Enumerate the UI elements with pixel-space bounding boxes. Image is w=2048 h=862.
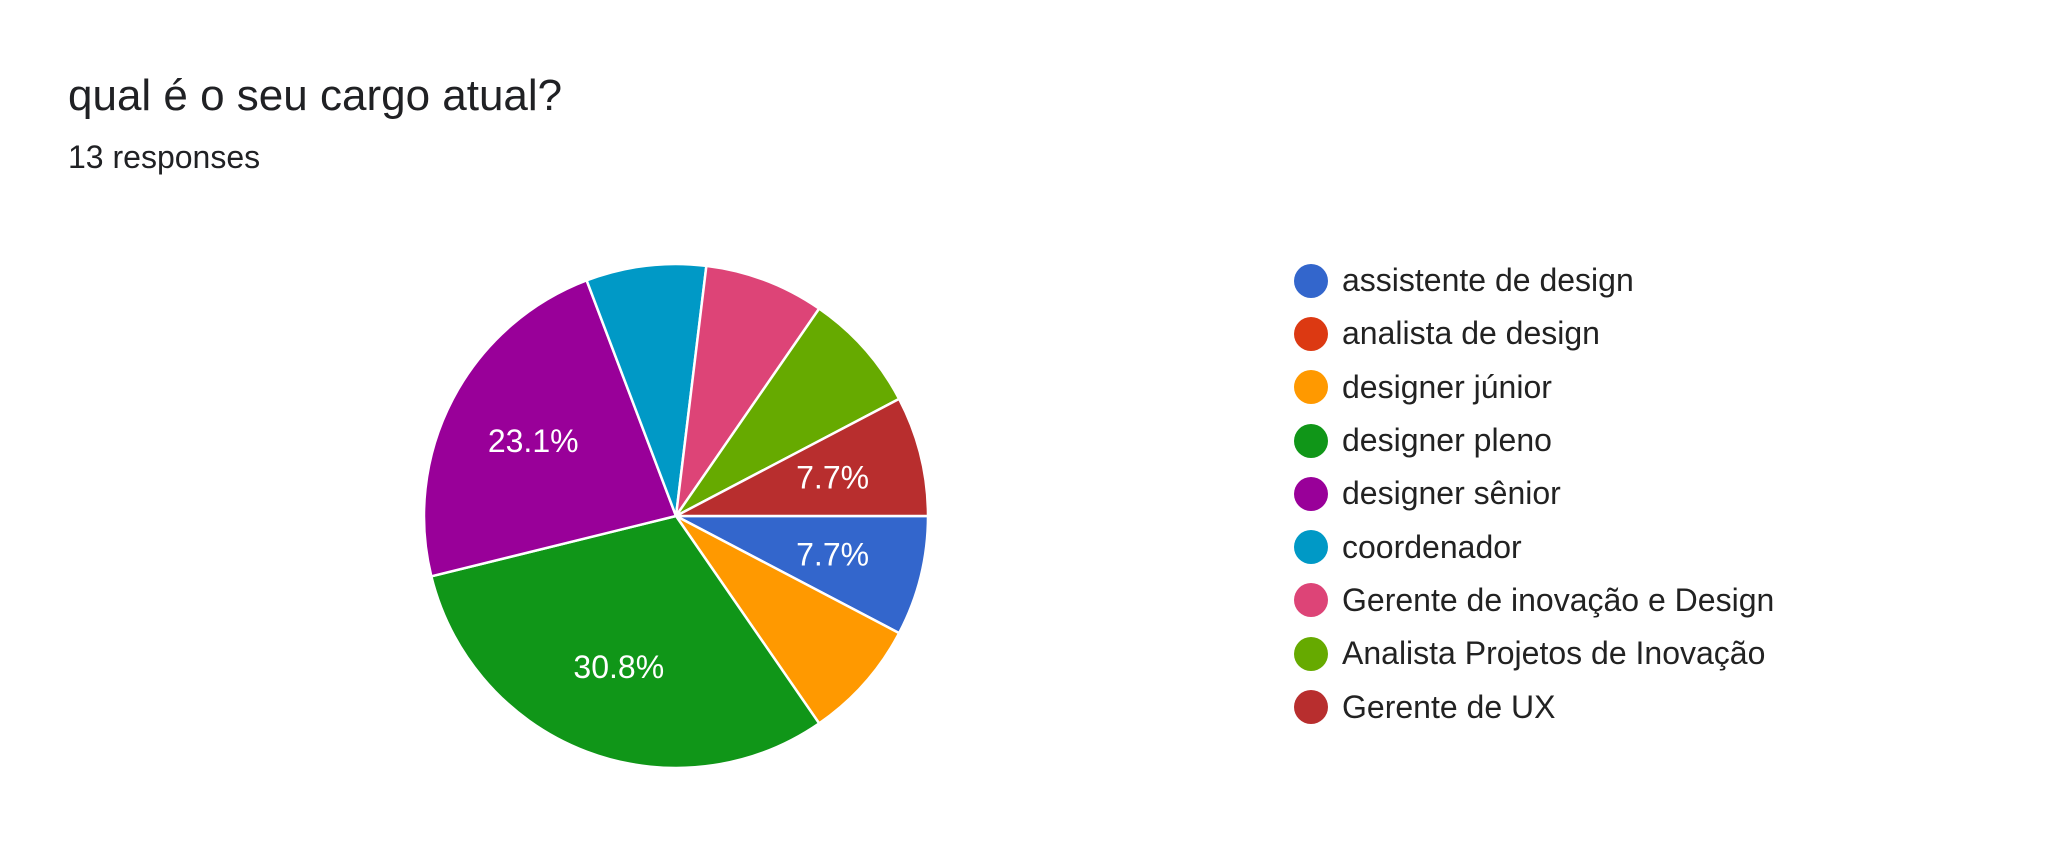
legend-swatch	[1294, 583, 1328, 618]
legend-label: Analista Projetos de Inovação	[1342, 635, 1766, 672]
pie-slice-analista-projetos-de-inovacao[interactable]	[674, 306, 901, 518]
legend-swatch	[1294, 636, 1328, 671]
legend-swatch	[1294, 476, 1328, 511]
pie-slice-gerente-de-inovacao-e-design[interactable]	[674, 264, 821, 517]
slice-label-designer-pleno: 30.8%	[573, 649, 664, 685]
slice-label-designer-senior: 23.1%	[488, 423, 579, 459]
legend-label: Gerente de inovação e Design	[1342, 581, 1775, 618]
legend-label: assistente de design	[1342, 262, 1634, 299]
legend-swatch	[1294, 690, 1328, 725]
legend-item-analista-projetos-de-inovacao[interactable]: Analista Projetos de Inovação	[1294, 627, 1774, 680]
legend-item-assistente-de-design[interactable]: assistente de design	[1294, 254, 1774, 307]
legend-label: designer pleno	[1342, 422, 1552, 459]
legend-swatch	[1294, 316, 1328, 351]
chart-title: qual é o seu cargo atual?	[68, 71, 563, 120]
slice-label-assistente-de-design: 7.7%	[796, 537, 869, 573]
legend-item-gerente-de-ux[interactable]: Gerente de UX	[1294, 680, 1774, 733]
pie-slice-coordenador[interactable]	[585, 262, 708, 517]
legend-swatch	[1294, 423, 1328, 458]
chart-legend: assistente de design analista de design de…	[1294, 254, 1774, 734]
legend-item-designer-senior[interactable]: designer sênior	[1294, 467, 1774, 520]
slice-label-gerente-de-ux: 7.7%	[796, 459, 869, 495]
legend-label: Gerente de UX	[1342, 688, 1556, 725]
legend-swatch	[1294, 263, 1328, 298]
legend-item-designer-pleno[interactable]: designer pleno	[1294, 414, 1774, 467]
legend-item-analista-de-design[interactable]: analista de design	[1294, 307, 1774, 360]
response-count: 13 responses	[68, 139, 261, 175]
legend-item-designer-junior[interactable]: designer júnior	[1294, 361, 1774, 414]
legend-item-gerente-de-inovacao-e-design[interactable]: Gerente de inovação e Design	[1294, 574, 1774, 627]
pie-chart: 7.7% 30.8% 23.1% 7.7%	[422, 262, 930, 770]
legend-label: analista de design	[1342, 315, 1600, 352]
pie-slice-designer-pleno[interactable]	[429, 514, 821, 770]
legend-label: designer sênior	[1342, 475, 1561, 512]
legend-item-coordenador[interactable]: coordenador	[1294, 520, 1774, 573]
legend-label: designer júnior	[1342, 368, 1552, 405]
pie-slice-designer-junior[interactable]	[674, 514, 901, 726]
pie-slice-designer-senior[interactable]	[422, 278, 678, 578]
pie-slice-gerente-de-ux[interactable]	[675, 397, 930, 518]
legend-swatch	[1294, 530, 1328, 565]
legend-label: coordenador	[1342, 528, 1522, 565]
legend-swatch	[1294, 370, 1328, 405]
pie-slice-assistente-de-design[interactable]	[675, 514, 930, 635]
